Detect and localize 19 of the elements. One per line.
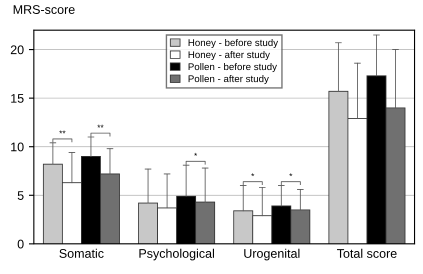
y-axis-title: MRS-score: [14, 5, 75, 14]
y-tick-label: 0: [18, 240, 24, 249]
annotation: *: [251, 173, 254, 176]
legend-label: Honey - before study: [188, 38, 278, 48]
y-tick-label: 10: [11, 142, 24, 152]
annotation: *: [289, 173, 292, 176]
legend-label: Honey - after study: [188, 50, 270, 60]
x-tick-label: Urogenital: [244, 248, 300, 260]
annotation: **: [59, 130, 66, 134]
x-tick-label: Somatic: [59, 248, 104, 258]
x-tick-label: Total score: [337, 248, 397, 258]
annotation: **: [97, 124, 104, 128]
annotation: *: [194, 152, 198, 156]
legend-label: Pollen - before study: [188, 63, 277, 72]
y-tick-label: 15: [11, 94, 24, 103]
legend-label: Pollen - after study: [188, 75, 269, 84]
y-tick-label: 5: [18, 191, 24, 200]
x-tick-label: Psychological: [139, 248, 214, 260]
y-tick-label: 20: [10, 45, 24, 54]
